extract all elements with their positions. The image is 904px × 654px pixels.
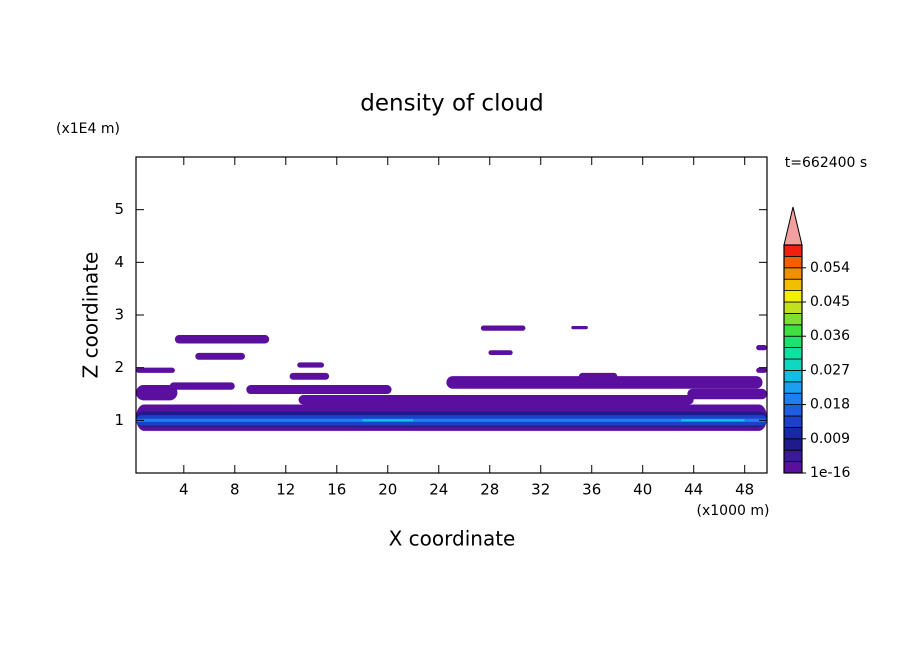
y-tick-label: 4: [114, 253, 124, 271]
x-tick-label: 28: [480, 481, 499, 499]
colorbar-swatch: [783, 255, 803, 269]
contour-region: [195, 352, 245, 360]
contour-region: [578, 372, 618, 380]
colorbar-swatch: [783, 438, 803, 451]
colorbar-swatch: [783, 324, 803, 337]
contour-region: [246, 385, 392, 394]
time-annotation: t=662400 s: [785, 155, 867, 171]
colorbar-swatch: [783, 369, 803, 383]
colorbar-swatch: [783, 449, 803, 463]
colorbar-swatch: [783, 415, 803, 428]
colorbar: 1e-16 0.009 0.018 0.027 0.036 0.045 0.054: [783, 206, 850, 481]
contour-region: [362, 419, 414, 422]
colorbar-tick-label: 0.018: [810, 397, 850, 413]
colorbar-swatch: [783, 461, 803, 474]
contour-region: [136, 385, 178, 401]
colorbar-swatch: [783, 267, 803, 280]
y-tick-label: 5: [114, 200, 124, 218]
colorbar-swatch: [783, 301, 803, 314]
colorbar-tick-label: 0.045: [810, 294, 850, 310]
plot-area: [136, 325, 767, 431]
x-tick-label: 16: [327, 481, 346, 499]
contour-region: [136, 367, 175, 373]
colorbar-frame: [783, 244, 803, 474]
colorbar-swatch: [783, 335, 803, 349]
colorbar-swatch: [783, 278, 803, 292]
contour-region: [680, 419, 745, 422]
x-tick-label: 4: [179, 481, 189, 499]
contour-region: [571, 326, 588, 330]
colorbar-swatch: [783, 244, 803, 257]
colorbar-swatch: [783, 381, 803, 394]
x-tick-label: 48: [735, 481, 754, 499]
x-unit: (x1000 m): [697, 503, 770, 519]
y-tick-label: 3: [114, 306, 124, 324]
contour-region: [174, 335, 270, 344]
contour-region: [169, 382, 235, 390]
x-tick-label: 24: [429, 481, 448, 499]
x-tick-label: 8: [230, 481, 240, 499]
x-tick-label: 44: [684, 481, 703, 499]
contour-region: [446, 376, 763, 389]
y-tick-label: 1: [114, 411, 124, 429]
contour-region: [756, 345, 767, 351]
colorbar-tick-label: 0.054: [810, 260, 850, 276]
colorbar-tick-label: 0.036: [810, 328, 850, 344]
colorbar-tick-label: 0.009: [810, 431, 850, 447]
contour-region: [687, 388, 767, 400]
x-tick-label: 20: [378, 481, 397, 499]
contour-region: [488, 350, 513, 356]
x-axis-label: X coordinate: [389, 527, 516, 551]
contour-region: [756, 367, 767, 373]
colorbar-swatch: [783, 404, 803, 417]
chart-title: density of cloud: [360, 91, 543, 117]
x-tick-label: 32: [531, 481, 550, 499]
x-tick-label: 40: [633, 481, 652, 499]
contour-region: [298, 395, 694, 405]
contour-region: [297, 362, 325, 368]
colorbar-swatch: [783, 358, 803, 371]
x-tick-label: 12: [276, 481, 295, 499]
y-unit: (x1E4 m): [56, 121, 120, 137]
colorbar-tick-label: 1e-16: [810, 465, 850, 481]
colorbar-swatch: [783, 347, 803, 360]
colorbar-tick-label: 0.027: [810, 362, 850, 378]
contour-region: [136, 418, 767, 422]
contour-region: [480, 325, 526, 331]
colorbar-swatch: [783, 312, 803, 326]
y-axis-label: Z coordinate: [79, 252, 103, 379]
x-tick-label: 36: [582, 481, 601, 499]
colorbar-swatch: [783, 392, 803, 406]
colorbar-swatch: [783, 290, 803, 303]
y-tick-label: 2: [114, 358, 124, 376]
colorbar-swatch: [783, 426, 803, 440]
contour-region: [289, 372, 330, 380]
